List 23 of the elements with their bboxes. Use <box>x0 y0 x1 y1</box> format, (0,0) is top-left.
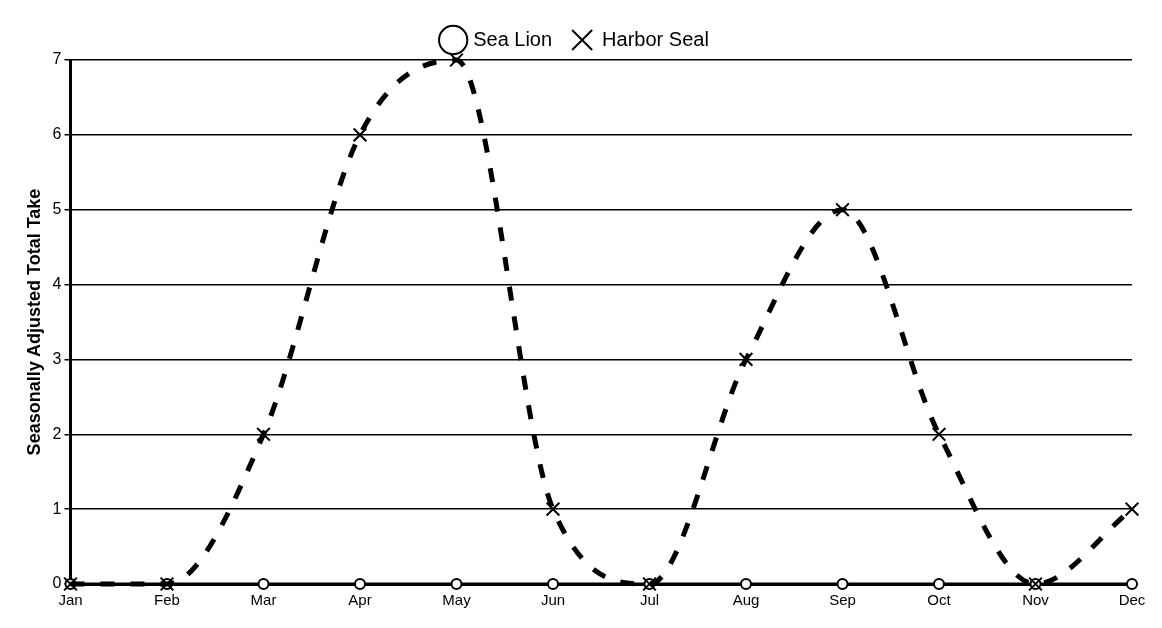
x-tick-label: Sep <box>829 591 856 609</box>
y-tick-label: 2 <box>52 424 62 442</box>
x-tick-label: Mar <box>250 591 277 609</box>
x-tick-label: Nov <box>1022 591 1050 609</box>
x-tick-label: Feb <box>154 591 180 609</box>
y-tick-label: 5 <box>52 200 62 218</box>
x-tick-label: May <box>442 591 472 609</box>
x-tick-label: Aug <box>732 591 760 609</box>
x-tick-label: Oct <box>927 591 952 609</box>
legend-label: Harbor Seal <box>602 27 709 50</box>
x-tick-label: Jun <box>540 591 566 609</box>
x-tick-label: Apr <box>348 591 372 609</box>
y-tick-label: 6 <box>52 125 62 143</box>
y-tick-label: 1 <box>52 499 62 517</box>
y-tick-label: 3 <box>52 349 62 367</box>
y-tick-label: 4 <box>52 274 62 292</box>
y-tick-label: 0 <box>52 574 62 592</box>
legend-label: Sea Lion <box>473 27 553 50</box>
y-axis-title: Seasonally Adjusted Total Take <box>23 188 44 456</box>
y-tick-label: 7 <box>52 50 62 68</box>
x-tick-label: Jul <box>639 591 660 609</box>
x-tick-label: Jan <box>58 591 83 609</box>
x-tick-label: Dec <box>1118 591 1146 609</box>
